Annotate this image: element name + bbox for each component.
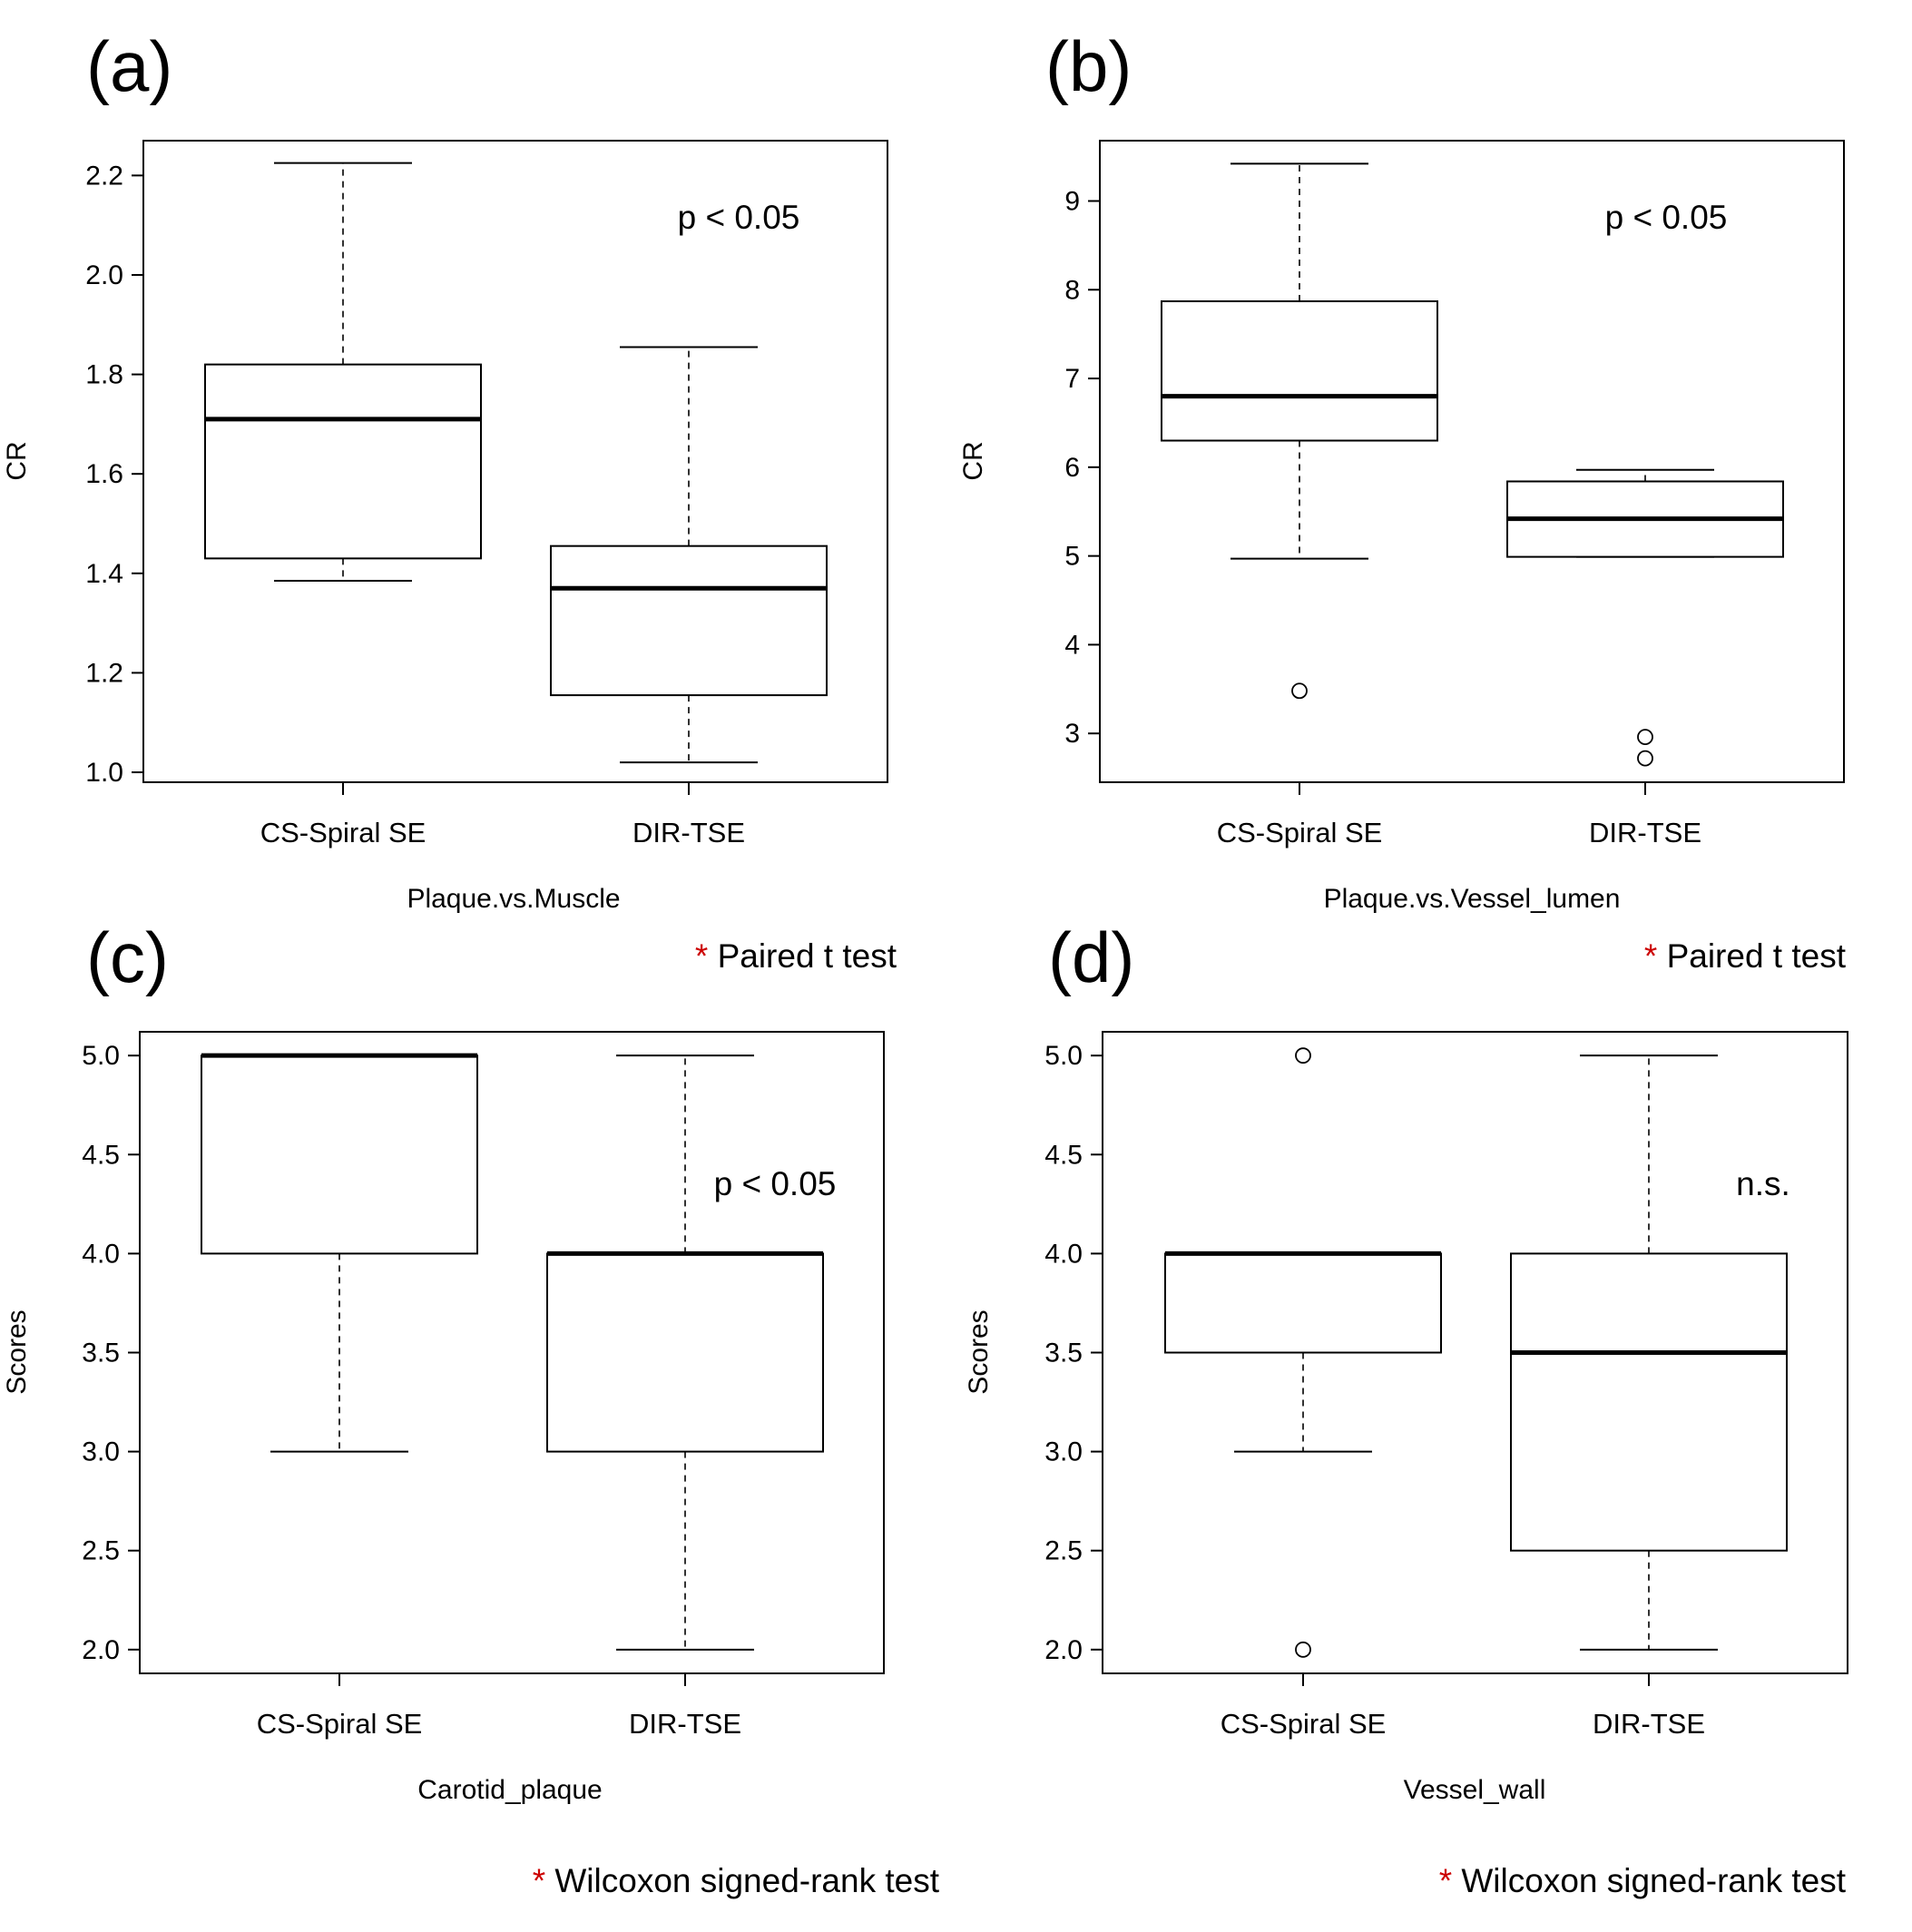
box-dir-tse (1506, 468, 1784, 767)
box-dir-tse (1510, 1054, 1788, 1651)
test-note-space (1452, 1862, 1461, 1899)
category-label: DIR-TSE (632, 817, 745, 848)
y-tick-label: 5.0 (1044, 1041, 1083, 1071)
y-tick-label: 1.2 (85, 658, 123, 688)
box-cs-spiral-se (204, 162, 482, 583)
test-note-space (545, 1862, 554, 1899)
y-tick-label: 3.0 (82, 1437, 120, 1467)
box-cs-spiral-se (201, 1053, 478, 1453)
category-label: CS-Spiral SE (260, 817, 427, 848)
x-axis-title: Plaque.vs.Vessel_lumen (1324, 884, 1621, 914)
y-tick-label: 2.0 (1044, 1635, 1083, 1665)
y-tick-label: 4.0 (82, 1239, 120, 1269)
iqr-box (550, 544, 828, 697)
y-tick-label: 2.5 (1044, 1536, 1083, 1566)
plot-frame (142, 140, 888, 783)
y-axis-title: CR (958, 441, 988, 480)
y-axis-title: Scores (964, 1309, 994, 1394)
y-tick-label: 3 (1064, 719, 1080, 749)
iqr-box (201, 1054, 478, 1255)
y-tick-label: 5 (1064, 542, 1080, 572)
test-note: * Paired t test (695, 937, 897, 975)
y-tick-label: 7 (1064, 364, 1080, 394)
box-dir-tse (550, 346, 828, 764)
panel-label: (b) (1045, 26, 1132, 106)
outlier-point (1637, 729, 1653, 746)
test-note-space (1657, 937, 1666, 975)
panel-b: (b) 3 4 5 6 7 8 9 CR CS-Spiral SE DIR-TSE Plaque.vs… (958, 26, 1847, 975)
y-tick-label: 4.0 (1044, 1239, 1083, 1269)
box-dir-tse (546, 1054, 824, 1651)
y-tick-label: 2.0 (85, 260, 123, 290)
outlier-point (1637, 750, 1653, 767)
y-tick-label: 3.0 (1044, 1437, 1083, 1467)
significance-annotation: p < 0.05 (678, 199, 800, 236)
y-tick-label: 2.5 (82, 1536, 120, 1566)
outlier-point (1295, 1641, 1311, 1658)
test-note: * Wilcoxon signed-rank test (1439, 1862, 1847, 1899)
panel-d: (d) 2.0 2.5 3.0 3.5 4.0 4.5 5.0 Scores CS-Spiral … (964, 917, 1848, 1899)
outlier-point (1291, 682, 1308, 700)
iqr-box (1161, 299, 1438, 442)
box-cs-spiral-se (1164, 1047, 1442, 1658)
category-label: DIR-TSE (1589, 817, 1701, 848)
test-note-star: * (695, 937, 708, 975)
y-axis-title: Scores (2, 1309, 32, 1394)
category-label: CS-Spiral SE (1217, 817, 1383, 848)
panel-label: (a) (86, 26, 172, 106)
test-note-star: * (533, 1862, 545, 1899)
x-axis-title: Vessel_wall (1404, 1775, 1546, 1805)
box-cs-spiral-se (1161, 162, 1438, 700)
test-note-text: Wilcoxon signed-rank test (1461, 1862, 1846, 1899)
category-label: CS-Spiral SE (1221, 1708, 1387, 1740)
panel-a: (a) 1.0 1.2 1.4 1.6 1.8 2.0 2.2 CR CS-Spiral SE DI… (2, 26, 897, 975)
significance-annotation: n.s. (1736, 1165, 1790, 1202)
panel-label: (c) (86, 917, 169, 997)
significance-annotation: p < 0.05 (714, 1165, 837, 1202)
y-tick-label: 3.5 (1044, 1339, 1083, 1368)
plot-frame (1099, 140, 1845, 783)
y-tick-label: 5.0 (82, 1041, 120, 1071)
iqr-box (1164, 1252, 1442, 1354)
iqr-box (204, 363, 482, 560)
panel-c: (c) 2.0 2.5 3.0 3.5 4.0 4.5 5.0 Scores CS-Spiral … (2, 917, 940, 1899)
y-tick-label: 4 (1064, 630, 1080, 660)
y-tick-label: 9 (1064, 186, 1080, 216)
panel-label: (d) (1048, 917, 1134, 997)
category-label: DIR-TSE (629, 1708, 741, 1740)
y-tick-label: 1.8 (85, 360, 123, 390)
x-axis-title: Plaque.vs.Muscle (407, 884, 620, 914)
y-tick-label: 3.5 (82, 1339, 120, 1368)
y-axis-title: CR (2, 441, 32, 480)
category-label: DIR-TSE (1593, 1708, 1705, 1740)
iqr-box (1510, 1252, 1788, 1552)
significance-annotation: p < 0.05 (1605, 199, 1728, 236)
y-tick-label: 1.0 (85, 758, 123, 788)
test-note: * Paired t test (1644, 937, 1847, 975)
x-axis-title: Carotid_plaque (417, 1775, 602, 1805)
test-note-text: Paired t test (718, 937, 897, 975)
y-tick-label: 8 (1064, 275, 1080, 305)
iqr-box (546, 1252, 824, 1453)
y-tick-label: 1.4 (85, 559, 123, 589)
y-tick-label: 4.5 (82, 1140, 120, 1170)
y-tick-label: 2.0 (82, 1635, 120, 1665)
test-note: * Wilcoxon signed-rank test (533, 1862, 940, 1899)
outlier-point (1295, 1047, 1311, 1064)
test-note-star: * (1644, 937, 1657, 975)
y-tick-label: 6 (1064, 453, 1080, 483)
test-note-space (708, 937, 717, 975)
category-label: CS-Spiral SE (257, 1708, 423, 1740)
test-note-text: Paired t test (1667, 937, 1847, 975)
test-note-text: Wilcoxon signed-rank test (554, 1862, 939, 1899)
y-tick-label: 1.6 (85, 459, 123, 489)
test-note-star: * (1439, 1862, 1452, 1899)
y-tick-label: 4.5 (1044, 1140, 1083, 1170)
y-tick-label: 2.2 (85, 161, 123, 191)
